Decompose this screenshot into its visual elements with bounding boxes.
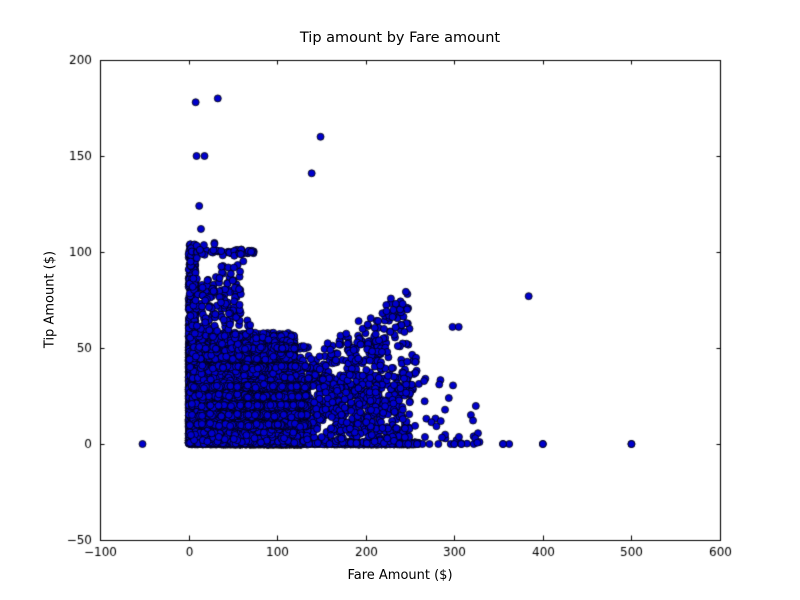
scatter-plot-canvas bbox=[0, 0, 800, 600]
scatter-plot-figure: Tip amount by Fare amount Fare Amount ($… bbox=[0, 0, 800, 600]
